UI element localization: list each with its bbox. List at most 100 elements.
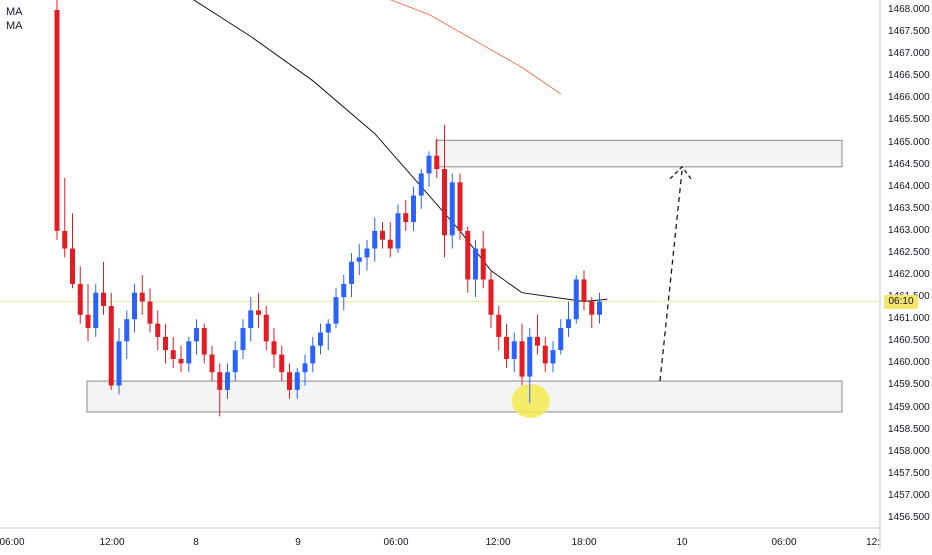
candle-body (341, 283, 347, 298)
candle-body (310, 345, 316, 364)
time-tick-label: 8 (193, 537, 199, 548)
candle-body (434, 155, 440, 170)
candle-body (403, 213, 409, 223)
time-tick-label: 18:00 (571, 537, 597, 548)
time-tick-label: 06:00 (0, 537, 25, 548)
candle-body (550, 350, 556, 364)
price-tick-label: 1465.000 (888, 136, 930, 148)
projection-arrow-head (669, 165, 692, 180)
price-tick-label: 1459.500 (888, 379, 930, 391)
candle-body (108, 305, 114, 386)
candle-body (93, 292, 99, 329)
candle-body (457, 182, 463, 231)
candle-body (527, 336, 533, 377)
candle-body (54, 10, 60, 231)
candle-body (225, 372, 230, 390)
candle-body (349, 261, 354, 284)
ma-slow-line (389, 0, 562, 95)
candle-body (511, 341, 517, 359)
candle-body (302, 363, 308, 373)
candle-body (240, 328, 246, 351)
candle-body (395, 213, 401, 249)
price-tick-label: 1464.500 (888, 158, 930, 170)
candle-body (364, 248, 370, 258)
candle-body (77, 283, 83, 315)
price-tick-label: 1468.000 (888, 4, 930, 15)
candle-body (201, 328, 207, 355)
time-tick-label: 12:00 (99, 537, 125, 548)
price-tick-label: 1457.500 (888, 467, 930, 479)
price-tick-label: 1465.500 (888, 114, 930, 126)
candle-body (581, 279, 587, 302)
candle-body (589, 301, 595, 315)
candle-body (62, 230, 68, 249)
time-tick-label: 12:00 (485, 537, 511, 548)
candle-body (271, 341, 277, 355)
candle-body (573, 279, 579, 320)
candle-body (186, 341, 192, 364)
candle-body (480, 248, 486, 280)
candle-body (163, 336, 168, 351)
candle-body (566, 319, 571, 329)
candle-body (248, 310, 254, 329)
projection-arrow-line (659, 170, 683, 382)
candle-body (217, 372, 223, 390)
candle-body (101, 292, 106, 306)
candle-body (178, 358, 184, 364)
price-tick-label: 1460.000 (888, 357, 930, 369)
candle-body (426, 155, 432, 174)
candle-body (473, 248, 478, 280)
candle-body (519, 341, 525, 377)
candle-body (256, 310, 261, 315)
candle-body (232, 350, 238, 373)
zone-support (86, 380, 843, 413)
candle-body (70, 248, 75, 284)
candle-body (542, 345, 548, 364)
candle-body (139, 292, 145, 302)
price-tick-label: 1459.000 (888, 401, 930, 413)
candle-body (418, 173, 424, 196)
time-tick-label: 9 (295, 537, 301, 548)
candle-body (170, 350, 176, 359)
candle-body (287, 372, 292, 390)
candle-body (147, 301, 153, 324)
candle-body (356, 257, 362, 262)
candle-body (488, 279, 494, 315)
price-tick-label: 1462.500 (888, 246, 930, 258)
candle-body (194, 328, 199, 342)
price-tick-label: 1463.000 (888, 224, 930, 236)
candle-body (318, 332, 323, 346)
price-tick-label: 1458.000 (888, 445, 930, 457)
price-tick-label: 1467.000 (888, 48, 930, 60)
price-tick-label: 1457.000 (888, 489, 930, 501)
highlight-circle (511, 383, 550, 418)
price-tick-label: 1462.000 (888, 269, 930, 281)
price-tick-label: 1458.500 (888, 423, 930, 435)
candle-body (294, 372, 300, 390)
ma-indicator-label-2[interactable]: MA (6, 20, 23, 32)
candle-body (124, 319, 130, 342)
candle-body (387, 239, 393, 249)
candle-body (442, 169, 447, 236)
candle-body (132, 292, 137, 320)
time-tick-label: 12: (866, 537, 880, 548)
candle-body (558, 328, 564, 351)
candle-body (597, 301, 602, 315)
price-tick-label: 1466.500 (888, 70, 930, 82)
price-tick-label: 1456.500 (888, 512, 930, 523)
candle-body (449, 182, 455, 236)
candle-body (372, 230, 378, 249)
price-tick-label: 1466.000 (888, 92, 930, 104)
candle-body (333, 297, 339, 324)
ma-indicator-label-1[interactable]: MA (6, 6, 23, 18)
candle-body (279, 354, 285, 373)
candle-body (504, 336, 509, 359)
candle-body (380, 230, 385, 240)
price-tick-label: 1461.000 (888, 313, 930, 325)
candle-body (496, 314, 502, 337)
candle-body (465, 230, 471, 280)
price-tick-label: 1463.500 (888, 202, 930, 214)
candle-body (155, 323, 161, 337)
